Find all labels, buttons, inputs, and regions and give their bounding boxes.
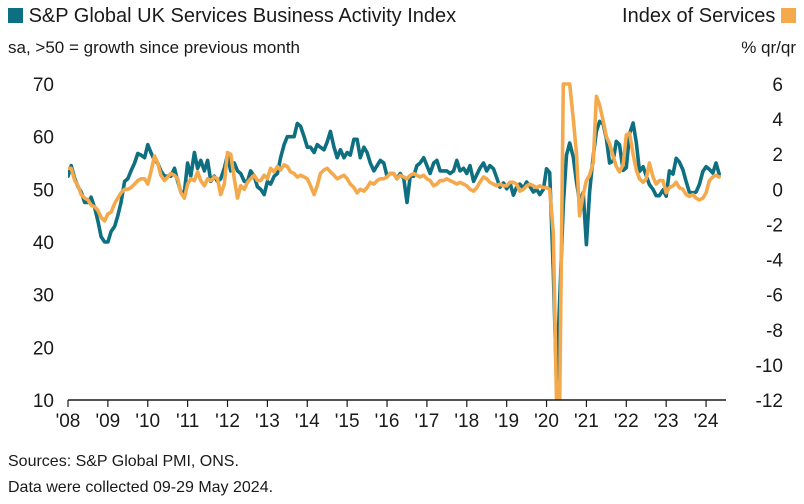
x-tick-label: '16 (375, 411, 400, 432)
right-tick-label: -2 (766, 215, 783, 236)
x-tick-label: '09 (95, 411, 120, 432)
left-tick-label: 60 (33, 128, 54, 149)
x-tick-label: '23 (654, 411, 679, 432)
sources-note: Sources: S&P Global PMI, ONS. (8, 453, 239, 470)
right-tick-label: -10 (756, 356, 783, 377)
right-tick-label: 2 (772, 145, 783, 166)
right-tick-label: 4 (772, 110, 783, 131)
x-tick-label: '10 (135, 411, 160, 432)
left-legend: S&P Global UK Services Business Activity… (8, 4, 456, 28)
x-tick-label: '24 (694, 411, 719, 432)
pmi-legend-label: S&P Global UK Services Business Activity… (28, 5, 457, 27)
x-tick-label: '22 (614, 411, 639, 432)
pmi-series-line (68, 119, 721, 384)
right-tick-label: 6 (772, 75, 783, 96)
x-tick-label: '14 (295, 411, 320, 432)
ios-legend-label: Index of Services (622, 5, 776, 27)
left-tick-label: 50 (33, 180, 54, 201)
ios-legend-swatch (781, 8, 796, 23)
right-tick-label: 0 (772, 180, 783, 201)
x-tick-label: '15 (335, 411, 360, 432)
collection-note: Data were collected 09-29 May 2024. (8, 479, 274, 496)
x-tick-label: '17 (415, 411, 440, 432)
left-tick-label: 40 (33, 233, 54, 254)
x-tick-label: '12 (215, 411, 240, 432)
right-tick-label: -6 (766, 286, 783, 307)
x-tick-label: '08 (56, 411, 81, 432)
left-tick-label: 70 (33, 75, 54, 96)
x-tick-label: '19 (494, 411, 519, 432)
left-tick-label: 20 (33, 338, 54, 359)
right-tick-label: -12 (756, 391, 783, 412)
left-tick-label: 30 (33, 286, 54, 307)
x-tick-label: '20 (534, 411, 559, 432)
left-tick-label: 10 (33, 391, 54, 412)
right-tick-label: -8 (766, 321, 783, 342)
ios-series-line (68, 82, 721, 400)
right-legend: Index of Services (622, 4, 796, 28)
right-tick-label: -4 (766, 251, 783, 272)
x-tick-label: '18 (454, 411, 479, 432)
x-tick-label: '11 (176, 411, 199, 432)
pmi-legend-swatch (8, 8, 23, 23)
left-axis-subtitle: sa, >50 = growth since previous month (8, 38, 300, 57)
x-tick-label: '13 (255, 411, 280, 432)
right-axis-subtitle: % qr/qr (741, 38, 796, 57)
x-tick-label: '21 (574, 411, 599, 432)
